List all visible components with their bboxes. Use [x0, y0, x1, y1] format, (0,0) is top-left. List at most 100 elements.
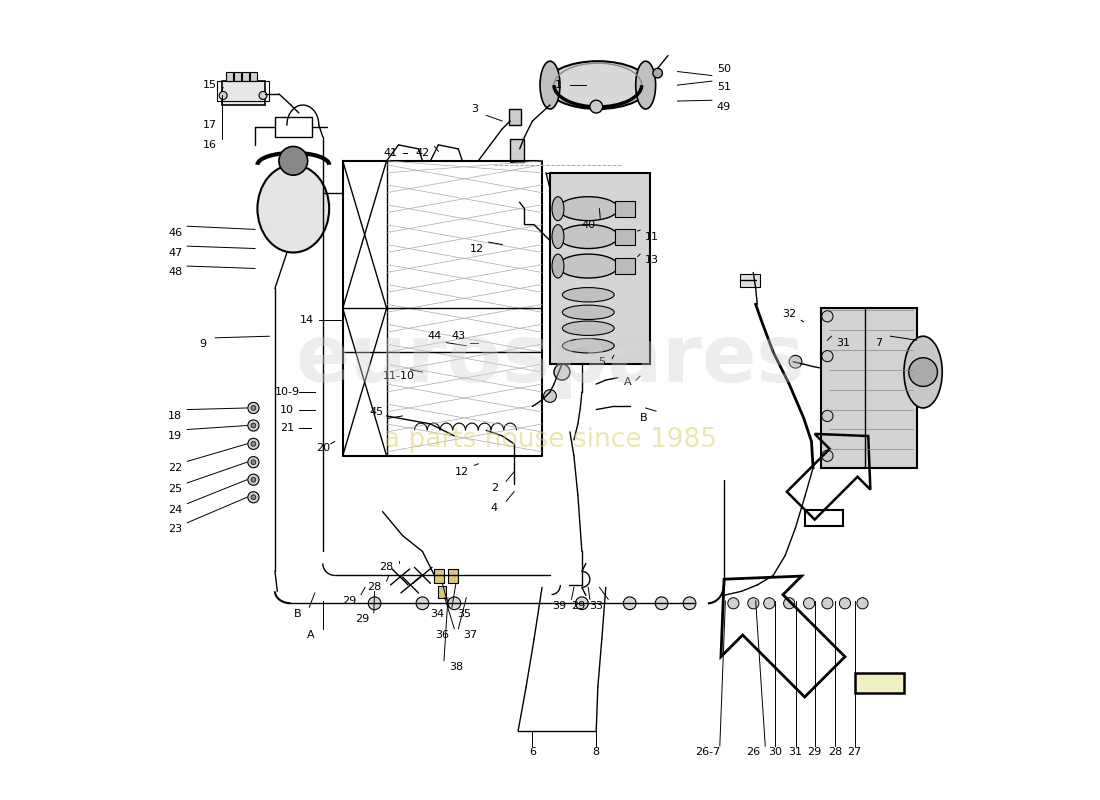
Circle shape — [789, 355, 802, 368]
Text: 17: 17 — [202, 120, 217, 130]
Text: 32: 32 — [782, 309, 796, 319]
Text: 10-9: 10-9 — [274, 387, 299, 397]
Text: 42: 42 — [416, 148, 430, 158]
Text: A: A — [307, 630, 315, 640]
Bar — [855, 674, 904, 694]
Circle shape — [909, 358, 937, 386]
Text: 11-10: 11-10 — [383, 371, 415, 381]
Bar — [805, 510, 844, 526]
Text: 51: 51 — [717, 82, 730, 93]
Text: 36: 36 — [436, 630, 450, 640]
Circle shape — [248, 438, 258, 450]
Ellipse shape — [562, 305, 614, 319]
Text: 39: 39 — [552, 601, 567, 610]
Text: 46: 46 — [168, 227, 183, 238]
Text: 11: 11 — [645, 231, 659, 242]
Ellipse shape — [552, 225, 564, 249]
Circle shape — [554, 364, 570, 380]
Ellipse shape — [559, 225, 618, 249]
Ellipse shape — [636, 61, 656, 109]
Bar — [510, 138, 525, 162]
Bar — [434, 569, 444, 583]
Circle shape — [783, 598, 794, 609]
Text: 26: 26 — [746, 747, 760, 758]
Circle shape — [822, 410, 833, 422]
Circle shape — [251, 460, 256, 465]
Text: 35: 35 — [456, 609, 471, 618]
Circle shape — [656, 597, 668, 610]
Circle shape — [279, 146, 308, 175]
Text: 8: 8 — [593, 747, 600, 758]
Circle shape — [248, 402, 258, 414]
Ellipse shape — [257, 165, 329, 253]
Bar — [448, 569, 458, 583]
Text: 4: 4 — [491, 502, 498, 513]
Text: 29: 29 — [342, 596, 356, 606]
Bar — [615, 258, 636, 274]
Bar — [550, 173, 650, 364]
Text: 18: 18 — [168, 411, 183, 421]
Bar — [739, 274, 760, 286]
Text: 34: 34 — [430, 609, 444, 618]
Text: 31: 31 — [836, 338, 850, 347]
Circle shape — [652, 68, 662, 78]
Text: 49: 49 — [717, 102, 730, 112]
Circle shape — [624, 597, 636, 610]
Text: 38: 38 — [449, 662, 463, 672]
Circle shape — [258, 91, 267, 99]
Circle shape — [590, 100, 603, 113]
Text: 7: 7 — [874, 338, 882, 347]
Bar — [615, 229, 636, 245]
Text: B: B — [294, 609, 301, 618]
Ellipse shape — [559, 254, 618, 278]
Ellipse shape — [540, 61, 560, 109]
Circle shape — [248, 420, 258, 431]
Bar — [821, 308, 916, 468]
Text: 24: 24 — [168, 505, 183, 515]
Text: 29: 29 — [807, 747, 822, 758]
Text: 14: 14 — [300, 315, 313, 326]
Ellipse shape — [904, 336, 943, 408]
Circle shape — [857, 598, 868, 609]
Circle shape — [728, 598, 739, 609]
Text: 45: 45 — [370, 407, 383, 417]
Circle shape — [416, 597, 429, 610]
Text: B: B — [640, 413, 648, 422]
Bar — [242, 71, 249, 81]
Circle shape — [251, 442, 256, 446]
Text: 41: 41 — [384, 148, 397, 158]
Circle shape — [251, 478, 256, 482]
Text: 23: 23 — [168, 524, 183, 534]
Bar — [234, 71, 241, 81]
Text: 16: 16 — [202, 140, 217, 150]
Bar — [217, 81, 268, 101]
Text: 22: 22 — [168, 462, 183, 473]
Ellipse shape — [562, 287, 614, 302]
Ellipse shape — [546, 61, 650, 109]
Text: 6: 6 — [529, 747, 536, 758]
Text: 40: 40 — [581, 220, 595, 230]
Text: 27: 27 — [847, 747, 861, 758]
Text: 9: 9 — [199, 339, 207, 349]
Text: 26-7: 26-7 — [695, 747, 721, 758]
Text: a parts house since 1985: a parts house since 1985 — [384, 427, 716, 453]
Circle shape — [575, 597, 589, 610]
Circle shape — [822, 350, 833, 362]
Text: 28: 28 — [379, 562, 394, 573]
Text: 12: 12 — [470, 243, 484, 254]
Bar — [275, 117, 311, 137]
Ellipse shape — [552, 197, 564, 221]
Bar — [227, 71, 233, 81]
Circle shape — [683, 597, 696, 610]
Text: 28: 28 — [828, 747, 843, 758]
Text: 50: 50 — [717, 64, 730, 74]
Text: A: A — [625, 378, 631, 387]
Bar — [508, 109, 520, 125]
Circle shape — [748, 598, 759, 609]
Text: 33: 33 — [590, 601, 603, 610]
Text: 5: 5 — [598, 357, 605, 366]
Text: 31: 31 — [789, 747, 803, 758]
Text: 12: 12 — [455, 466, 470, 477]
Bar — [615, 201, 636, 217]
Circle shape — [822, 310, 833, 322]
